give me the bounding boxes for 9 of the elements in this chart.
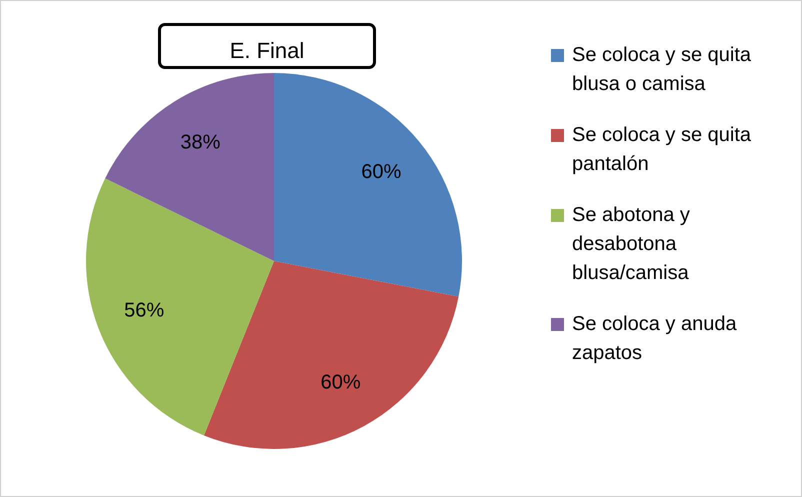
data-label: 38% [180, 131, 221, 154]
data-label: 60% [320, 372, 361, 394]
legend-label: Se coloca y se quita pantalón [572, 123, 752, 177]
chart-title: E. Final [158, 23, 376, 69]
legend-label: Se coloca y se quita blusa o camisa [572, 43, 752, 97]
data-label: 56% [124, 299, 164, 322]
data-label: 60% [361, 160, 402, 183]
legend-label: Se abotona y desabotona blusa/camisa [572, 203, 691, 286]
legend-label: Se coloca y anuda zapatos [572, 312, 738, 366]
